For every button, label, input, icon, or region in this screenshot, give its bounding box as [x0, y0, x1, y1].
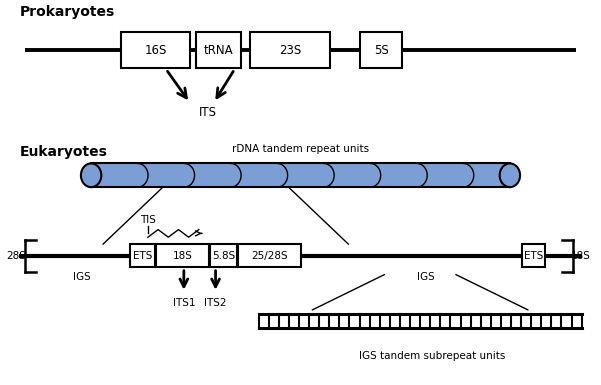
Text: Prokaryotes: Prokaryotes: [19, 5, 115, 19]
Text: 25/28S: 25/28S: [251, 251, 288, 261]
Text: 28S: 28S: [7, 251, 26, 261]
Ellipse shape: [499, 164, 520, 187]
FancyBboxPatch shape: [238, 244, 301, 267]
FancyBboxPatch shape: [130, 244, 155, 267]
FancyBboxPatch shape: [361, 32, 402, 68]
FancyBboxPatch shape: [91, 164, 510, 187]
FancyBboxPatch shape: [249, 32, 331, 68]
Text: ITS1: ITS1: [172, 298, 195, 308]
Text: ETS: ETS: [133, 251, 152, 261]
FancyBboxPatch shape: [210, 244, 237, 267]
Text: tRNA: tRNA: [203, 44, 233, 57]
Text: Eukaryotes: Eukaryotes: [19, 145, 107, 159]
Text: rDNA tandem repeat units: rDNA tandem repeat units: [232, 144, 369, 154]
Text: ITS2: ITS2: [204, 298, 227, 308]
Text: 16S: 16S: [144, 44, 166, 57]
Text: IGS: IGS: [417, 271, 435, 281]
FancyBboxPatch shape: [522, 244, 545, 267]
Text: ETS: ETS: [523, 251, 543, 261]
Ellipse shape: [81, 164, 102, 187]
Text: 5S: 5S: [374, 44, 389, 57]
FancyBboxPatch shape: [121, 32, 190, 68]
Text: 23S: 23S: [279, 44, 301, 57]
Text: 18S: 18S: [172, 251, 192, 261]
Text: TIS: TIS: [140, 215, 156, 225]
Text: IGS: IGS: [73, 271, 91, 281]
Text: 18S: 18S: [570, 251, 590, 261]
FancyBboxPatch shape: [156, 244, 209, 267]
Text: 5.8S: 5.8S: [212, 251, 235, 261]
Text: IGS tandem subrepeat units: IGS tandem subrepeat units: [359, 351, 505, 361]
FancyBboxPatch shape: [196, 32, 240, 68]
Text: ITS: ITS: [199, 106, 217, 119]
